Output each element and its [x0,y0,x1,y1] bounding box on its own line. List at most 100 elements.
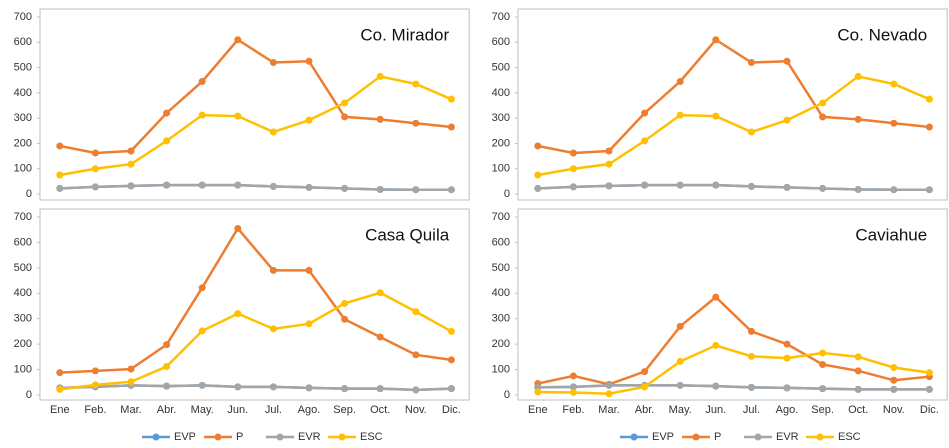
plot-frame [39,8,470,201]
y-tick-label: 700 [492,11,510,23]
data-point [712,36,720,44]
series-line [537,75,930,177]
data-point [56,184,64,192]
data-point [376,333,384,341]
legend-marker [152,433,160,441]
legend-marker [214,433,222,441]
x-tick-label: Feb. [562,404,584,416]
data-point [412,308,420,316]
data-point [56,369,64,377]
data-point [854,367,862,375]
plot-frame [517,8,948,201]
data-point [163,109,171,117]
plot-frame [517,208,948,401]
data-point [747,182,755,190]
legend-label: EVR [776,431,799,443]
data-point [198,111,206,119]
data-point [783,57,791,65]
data-point [447,385,455,393]
data-point [819,385,827,393]
data-point [783,354,791,362]
data-point [569,383,577,391]
data-point [127,365,135,373]
y-tick-label: 400 [492,287,510,299]
y-tick-label: 400 [14,87,32,99]
data-point [234,36,242,44]
data-point [269,383,277,391]
data-point [305,320,313,328]
data-point [747,352,755,360]
y-tick-label: 600 [492,36,510,48]
data-point [569,372,577,380]
data-point [641,137,649,145]
y-tick-label: 400 [492,87,510,99]
data-point [163,137,171,145]
data-point [676,77,684,85]
y-tick-label: 100 [492,163,510,175]
y-tick-label: 300 [492,112,510,124]
legend-label: P [236,431,243,443]
legend-marker [338,433,346,441]
data-point [341,385,349,393]
data-point [925,123,933,131]
y-tick-label: 100 [492,363,510,375]
x-tick-label: May. [669,404,692,416]
x-tick-label: Mar. [598,404,619,416]
data-point [569,388,577,396]
data-point [783,183,791,191]
legend-marker [276,433,284,441]
data-point [376,72,384,80]
x-tick-label: Ene [50,404,70,416]
data-point [925,369,933,377]
data-point [890,364,898,372]
data-point [712,112,720,120]
legend-marker [692,433,700,441]
x-tick-label: Ago. [776,404,799,416]
y-tick-label: 400 [14,287,32,299]
data-point [712,293,720,301]
y-tick-label: 500 [14,61,32,73]
y-tick-label: 300 [14,313,32,325]
data-point [783,116,791,124]
y-tick-label: 500 [492,262,510,274]
data-point [534,184,542,192]
data-point [341,113,349,121]
x-tick-label: Oct. [370,404,390,416]
y-tick-label: 200 [14,338,32,350]
data-point [676,181,684,189]
y-tick-label: 0 [504,188,510,200]
data-point [412,119,420,127]
y-tick-label: 700 [14,211,32,223]
data-point [605,390,613,398]
data-point [234,181,242,189]
data-point [269,325,277,333]
y-tick-label: 600 [14,36,32,48]
data-point [447,123,455,131]
data-point [605,381,613,389]
data-point [305,183,313,191]
y-tick-label: 500 [492,61,510,73]
data-point [641,383,649,391]
y-tick-label: 100 [14,163,32,175]
data-point [198,77,206,85]
data-point [854,385,862,393]
data-point [198,381,206,389]
data-point [305,266,313,274]
data-point [783,340,791,348]
y-tick-label: 700 [492,211,510,223]
data-point [447,327,455,335]
data-point [712,181,720,189]
data-point [269,182,277,190]
series-line [59,291,453,391]
legend-label: EVP [174,431,196,443]
series-line [537,183,930,191]
x-tick-label: Jul. [265,404,282,416]
data-point [534,388,542,396]
data-point [676,322,684,330]
data-point [305,116,313,124]
data-point [269,266,277,274]
data-point [412,186,420,194]
x-tick-label: Abr. [635,404,655,416]
data-point [412,351,420,359]
